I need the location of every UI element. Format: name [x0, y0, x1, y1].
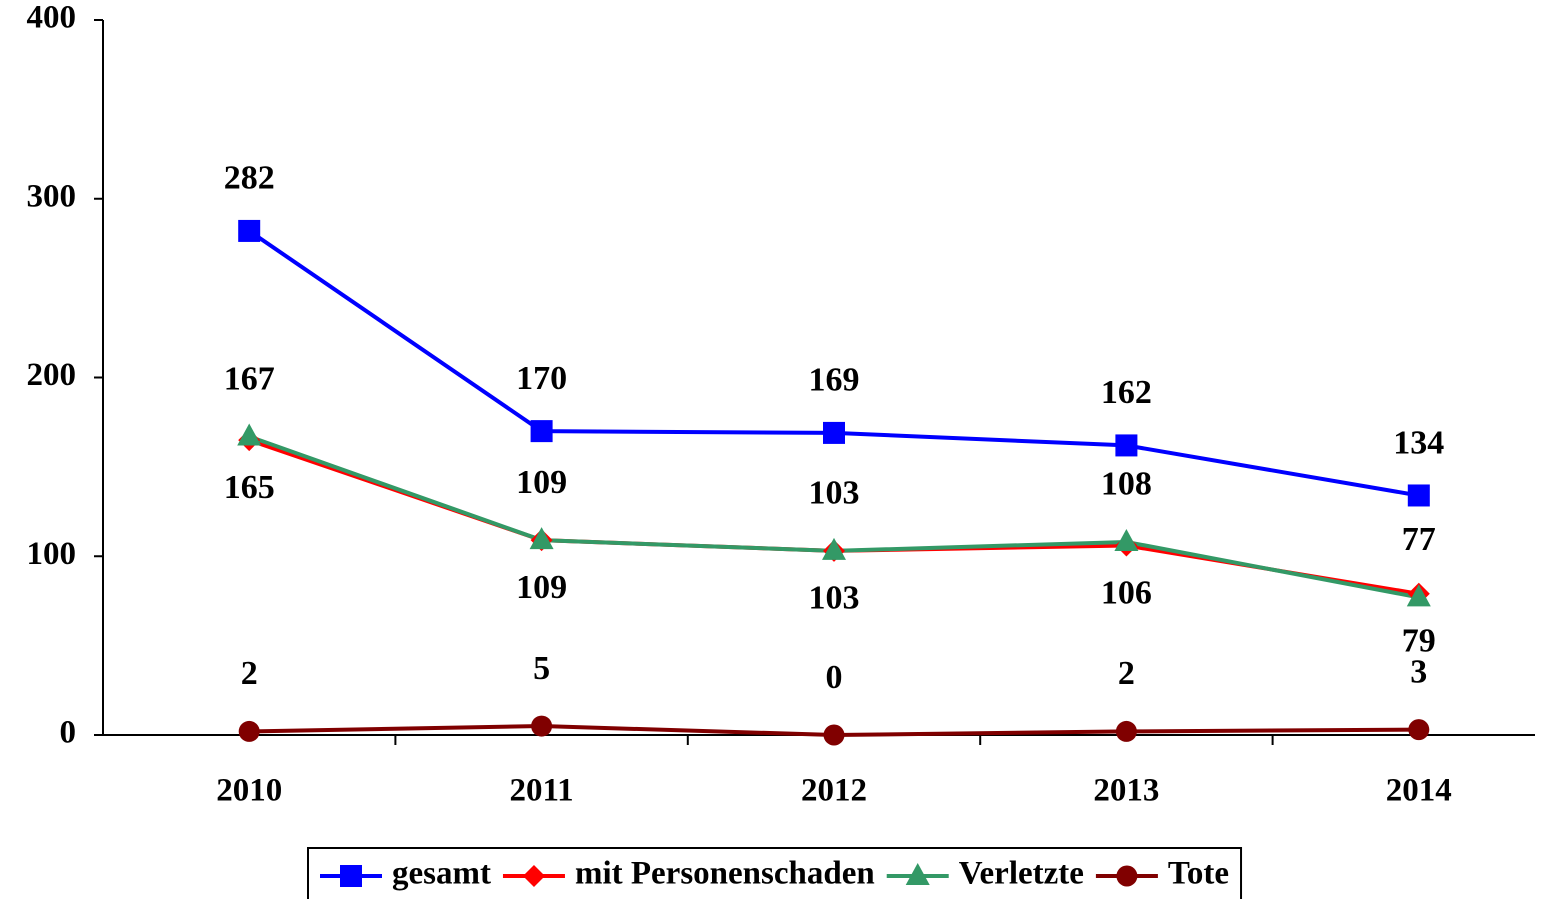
y-tick-label: 100: [27, 536, 77, 572]
x-tick-label: 2014: [1386, 773, 1452, 809]
data-label: 169: [809, 362, 860, 399]
data-label: 109: [516, 569, 567, 606]
data-label: 109: [516, 464, 567, 501]
x-tick-label: 2012: [801, 773, 867, 809]
data-label: 134: [1393, 424, 1444, 461]
marker: [1114, 528, 1139, 551]
legend: gesamt mit Personenschaden Verletzte Tote: [307, 847, 1243, 899]
data-label: 0: [826, 659, 843, 696]
marker: [238, 720, 260, 742]
y-tick-label: 200: [27, 357, 77, 393]
legend-label: gesamt: [392, 856, 491, 892]
data-label: 103: [809, 475, 860, 512]
marker: [531, 715, 553, 737]
marker: [238, 219, 261, 242]
marker: [1406, 584, 1431, 607]
series-line: [248, 438, 1420, 596]
marker: [822, 537, 846, 560]
marker: [823, 724, 845, 746]
marker: [340, 865, 362, 887]
series-line: [248, 434, 1420, 600]
data-label: 108: [1101, 466, 1152, 503]
data-label: 165: [224, 469, 275, 506]
marker: [1115, 720, 1137, 742]
y-tick-label: 300: [27, 178, 77, 214]
legend-label: Tote: [1168, 856, 1229, 892]
legend-label: mit Personenschaden: [575, 856, 875, 892]
data-label: 2: [241, 655, 258, 692]
marker: [522, 865, 545, 887]
data-label: 79: [1402, 623, 1436, 660]
y-tick-label: 0: [60, 715, 77, 751]
marker: [1116, 865, 1138, 887]
data-label: 167: [224, 360, 275, 397]
legend-label: Verletzte: [959, 856, 1084, 892]
data-label: 5: [533, 650, 550, 687]
data-label: 2: [1118, 655, 1135, 692]
data-label: 103: [809, 580, 860, 617]
marker: [823, 421, 845, 444]
x-tick-label: 2013: [1093, 773, 1159, 809]
data-label: 282: [224, 160, 275, 197]
marker: [529, 527, 554, 550]
x-tick-label: 2011: [510, 773, 574, 809]
data-label: 77: [1402, 521, 1436, 558]
marker: [1407, 484, 1430, 507]
marker: [905, 863, 930, 885]
marker: [530, 420, 553, 443]
data-label: 106: [1101, 574, 1152, 611]
marker: [1115, 434, 1138, 457]
legend-box: [307, 847, 1243, 899]
data-label: 170: [516, 360, 567, 397]
marker: [237, 423, 262, 446]
data-label: 162: [1101, 374, 1152, 411]
data-label: 3: [1410, 653, 1427, 690]
marker: [1408, 719, 1430, 741]
y-tick-label: 400: [27, 0, 77, 36]
x-tick-label: 2010: [216, 773, 282, 809]
